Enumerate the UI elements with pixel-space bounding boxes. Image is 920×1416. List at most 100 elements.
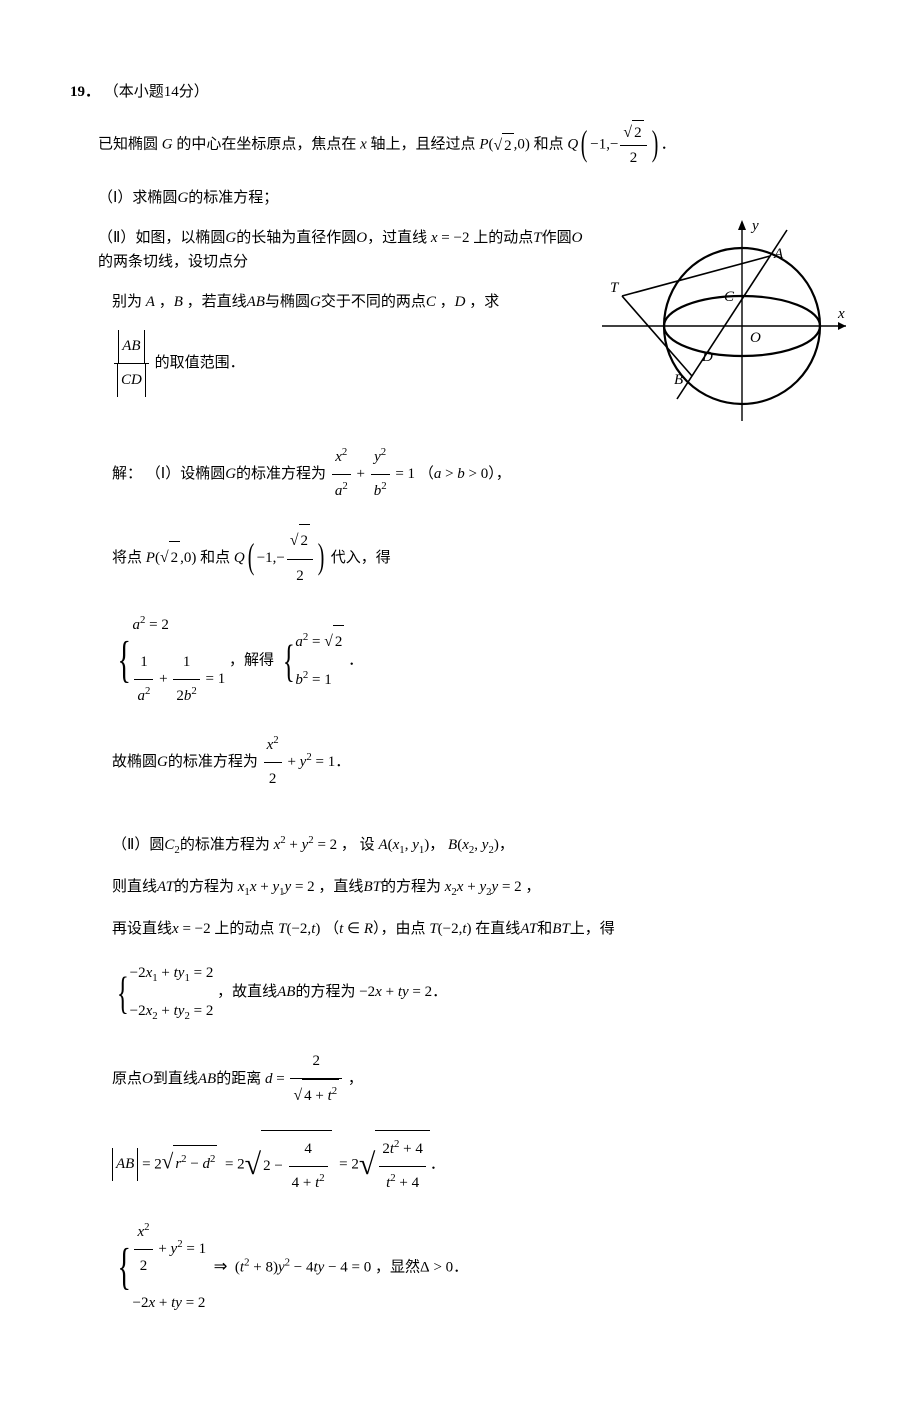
sol-I-system: { a2 = 2 1a2 + 12b2 = 1 ，解得 { a2 = √2 b2… [70, 609, 850, 713]
eq2: = 2 [186, 1295, 206, 1311]
eq2: = 2 [194, 965, 214, 981]
eq: = −2 [441, 230, 469, 246]
p-zero: ,0 [180, 550, 191, 566]
A: A [378, 837, 387, 853]
p4: + 4 [399, 1175, 419, 1191]
paren2: ）， [488, 466, 511, 482]
sol-II-AB: AB = 2√r2 − d2 = 2√2 − 44 + t2 = 2√2t2 +… [70, 1130, 850, 1200]
sqrt2b: 2 [632, 120, 644, 145]
var-Q: Q [567, 137, 578, 153]
txt: 将点 [112, 550, 142, 566]
a: a [295, 634, 303, 650]
in: ∈ [347, 921, 360, 937]
R: R [364, 921, 373, 937]
c: ， [159, 294, 174, 310]
b: b [457, 466, 465, 482]
var-O: O [356, 230, 367, 246]
txt: ，若直线 [187, 294, 247, 310]
x: x [148, 1295, 155, 1311]
label-y: y [750, 218, 759, 234]
txt: （Ⅰ）设椭圆 [146, 466, 225, 482]
c: ， [499, 837, 514, 853]
BT: BT [552, 921, 570, 937]
x: x [457, 879, 464, 895]
x: x [250, 879, 257, 895]
two: 2 [290, 1045, 342, 1078]
txt: 别为 [112, 294, 142, 310]
var-A: A [146, 294, 155, 310]
txt: 的方程为 [174, 879, 234, 895]
txt: 的方程为 [381, 879, 441, 895]
sol-II-dist: 原点O到直线AB的距离 d = 2√4 + t2 ， [70, 1045, 850, 1114]
p1-tail: 的标准方程； [188, 190, 278, 206]
txt: 的标准方程为 [180, 837, 270, 853]
C: C [164, 837, 174, 853]
c: ， [429, 837, 444, 853]
txt: 已知椭圆 [98, 137, 158, 153]
BT: BT [363, 879, 381, 895]
sol-lead: 解： [112, 466, 142, 482]
x: x [462, 837, 469, 853]
p-zero: ,0 [514, 137, 525, 153]
txt: 再设直线 [112, 921, 172, 937]
sol-I-result: 故椭圆G的标准方程为 x22 + y2 = 1． [70, 729, 850, 796]
label-A: A [773, 246, 784, 262]
twom: 2 − [263, 1157, 283, 1173]
p8: + 8 [253, 1259, 273, 1275]
den2: 2 [620, 145, 646, 170]
var-Q: Q [234, 550, 245, 566]
x: x [335, 449, 342, 465]
problem-figure: y x T A B C D O [602, 216, 850, 426]
y: y [278, 1259, 285, 1275]
sqrt2: 2 [502, 133, 514, 158]
a: a [434, 466, 442, 482]
eq1: = 1 [206, 671, 226, 687]
points-close: 分） [179, 84, 209, 100]
txt: 上的动点 [214, 921, 274, 937]
two: 2 [134, 1249, 152, 1283]
y: y [285, 879, 292, 895]
txt: 和点 [534, 137, 564, 153]
problem-heading: 19． （本小题14分） [70, 80, 850, 104]
txt: 在直线 [475, 921, 520, 937]
t: t [339, 921, 343, 937]
label-O: O [750, 330, 761, 346]
var-G: G [225, 230, 236, 246]
p1-lead: （Ⅰ）求椭圆 [98, 190, 177, 206]
AB: AB [277, 985, 295, 1001]
var-G: G [177, 190, 188, 206]
label-D: D [701, 349, 713, 365]
txt: 的中心在坐标原点，焦点在 [176, 137, 356, 153]
var-G: G [157, 754, 168, 770]
minus: − [190, 1156, 198, 1172]
sol-I-setup: 解： （Ⅰ）设椭圆G的标准方程为 x2a2 + y2b2 = 1 （a > b … [70, 441, 850, 508]
abs-CD: CD [121, 372, 142, 388]
y: y [374, 449, 381, 465]
sqrt2b: 2 [299, 524, 311, 558]
txt: 的长轴为直径作圆 [236, 230, 356, 246]
AT: AT [520, 921, 537, 937]
y: y [402, 985, 409, 1001]
txt: 和点 [200, 550, 230, 566]
txt: （Ⅱ）如图，以椭圆 [98, 230, 225, 246]
txt: ， 设 [341, 837, 375, 853]
x: x [375, 985, 382, 1001]
txt: 的两条切线，设切点分 [98, 254, 248, 270]
eq: = [276, 1071, 284, 1087]
sol-II-circle: （Ⅱ）圆C2的标准方程为 x2 + y2 = 2 ， 设 A(x1, y1)， … [70, 832, 850, 859]
den2: 2 [264, 762, 282, 796]
abs-AB: AB [122, 338, 140, 354]
var-P: P [146, 550, 155, 566]
a: a [137, 688, 145, 704]
stem-line: 已知椭圆 G 的中心在坐标原点，焦点在 x 轴上，且经过点 P(√2,0) 和点… [70, 120, 850, 170]
sol-II-tangents: 则直线AT的方程为 x1x + y1y = 2 ，直线BT的方程为 x2x + … [70, 875, 850, 901]
y: y [175, 1295, 182, 1311]
txt: 的取值范围． [155, 355, 245, 371]
txt: 到直线 [153, 1071, 198, 1087]
gt0: > 0 [433, 1259, 453, 1275]
four: 4 [289, 1133, 328, 1166]
AB: AB [116, 1156, 134, 1172]
txt: 与椭圆 [265, 294, 310, 310]
var-O: O [572, 230, 583, 246]
d: d [203, 1156, 211, 1172]
